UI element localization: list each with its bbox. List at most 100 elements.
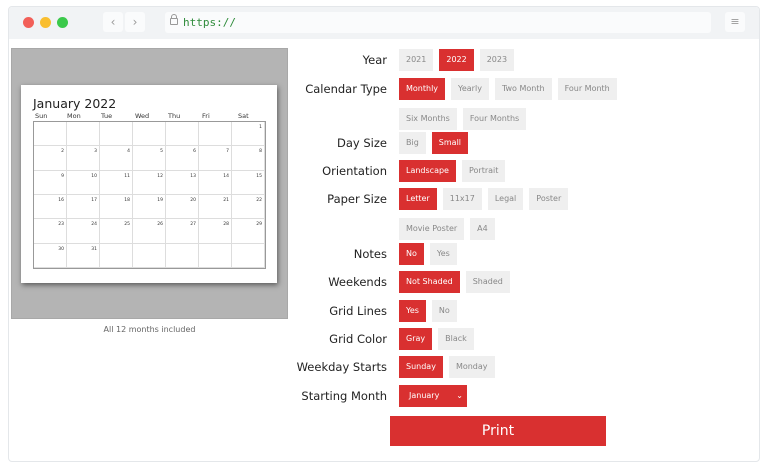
day-cell: 22 [232, 195, 265, 220]
orientation-option-portrait[interactable]: Portrait [461, 160, 506, 182]
day-cell: 10 [67, 170, 100, 195]
paper-size-option-movie-poster[interactable]: Movie Poster [399, 218, 465, 240]
calendar-type-option-four-months[interactable]: Four Months [462, 108, 527, 130]
day-cell: 18 [100, 195, 133, 220]
minimize-window-icon[interactable] [40, 17, 51, 28]
weekday-starts-options: Sunday Monday [399, 356, 639, 378]
chevron-down-icon: ⌄ [456, 391, 463, 400]
day-cell [34, 122, 67, 147]
day-cell: 13 [166, 170, 199, 195]
browser-toolbar: ‹ › https:// ≡ [9, 7, 759, 39]
weekday-header: Wed [135, 112, 150, 120]
weekday-header: Sat [238, 112, 249, 120]
day-cell: 1 [232, 122, 265, 147]
option-label: Grid Color [329, 332, 387, 346]
weekday-header: Fri [202, 112, 210, 120]
option-label: Calendar Type [305, 82, 387, 96]
day-cell [100, 243, 133, 268]
maximize-window-icon[interactable] [57, 17, 68, 28]
option-label: Starting Month [301, 389, 387, 403]
day-cell [133, 243, 166, 268]
orientation-option-landscape[interactable]: Landscape [399, 160, 456, 182]
paper-size-option-poster[interactable]: Poster [529, 188, 569, 210]
print-button[interactable]: Print [390, 416, 606, 446]
calendar-type-option-monthly[interactable]: Monthly [399, 78, 446, 100]
menu-button[interactable]: ≡ [725, 12, 745, 32]
grid-lines-option-no[interactable]: No [431, 300, 457, 322]
calendar-type-option-two-month[interactable]: Two Month [494, 78, 552, 100]
selected-month: January [409, 391, 440, 400]
year-option-2021[interactable]: 2021 [399, 49, 434, 71]
day-cell: 5 [133, 146, 166, 171]
grid-lines-option-yes[interactable]: Yes [399, 300, 426, 322]
day-cell: 2 [34, 146, 67, 171]
calendar-type-option-six-months[interactable]: Six Months [399, 108, 457, 130]
day-cell: 3 [67, 146, 100, 171]
weekends-option-shaded[interactable]: Shaded [465, 271, 510, 293]
weekday-starts-option-monday[interactable]: Monday [448, 356, 495, 378]
url-text: https:// [183, 16, 236, 29]
option-label: Weekends [328, 275, 387, 289]
day-cell: 29 [232, 219, 265, 244]
day-cell: 14 [199, 170, 232, 195]
close-window-icon[interactable] [23, 17, 34, 28]
day-cell [166, 243, 199, 268]
day-cell: 21 [199, 195, 232, 220]
day-size-option-small[interactable]: Small [431, 132, 469, 154]
weekends-options: Not Shaded Shaded [399, 271, 639, 293]
starting-month-select[interactable]: January ⌄ [399, 385, 467, 407]
day-cell [100, 122, 133, 147]
preview-caption: All 12 months included [103, 325, 196, 334]
notes-option-yes[interactable]: Yes [429, 243, 457, 265]
back-button[interactable]: ‹ [103, 12, 123, 32]
day-cell: 16 [34, 195, 67, 220]
day-cell: 17 [67, 195, 100, 220]
year-options: 2021 2022 2023 [399, 49, 639, 71]
option-label: Weekday Starts [296, 360, 387, 374]
weekday-header: Thu [168, 112, 181, 120]
year-option-2022[interactable]: 2022 [439, 49, 474, 71]
day-size-option-big[interactable]: Big [399, 132, 426, 154]
day-cell [133, 122, 166, 147]
day-cell: 12 [133, 170, 166, 195]
day-cell: 26 [133, 219, 166, 244]
forward-button[interactable]: › [125, 12, 145, 32]
day-cell: 11 [100, 170, 133, 195]
day-cell: 30 [34, 243, 67, 268]
weekday-header: Sun [35, 112, 48, 120]
calendar-type-option-four-month[interactable]: Four Month [557, 78, 617, 100]
grid-lines-options: Yes No [399, 300, 639, 322]
grid-color-options: Gray Black [399, 328, 639, 350]
option-label: Year [362, 53, 387, 67]
lock-icon [170, 14, 178, 25]
day-cell: 6 [166, 146, 199, 171]
notes-options: No Yes [399, 243, 639, 265]
year-option-2023[interactable]: 2023 [479, 49, 515, 71]
paper-size-options: Letter 11x17 Legal Poster Movie Poster A4 [399, 188, 639, 240]
paper-size-option-letter[interactable]: Letter [399, 188, 437, 210]
browser-window: ‹ › https:// ≡ January 2022 Sun Mon Tue Wed… [8, 6, 760, 462]
address-bar[interactable]: https:// [165, 12, 711, 33]
day-cell: 28 [199, 219, 232, 244]
weekday-starts-option-sunday[interactable]: Sunday [399, 356, 443, 378]
day-cell: 7 [199, 146, 232, 171]
calendar-type-option-yearly[interactable]: Yearly [451, 78, 489, 100]
day-cell: 25 [100, 219, 133, 244]
grid-color-option-black[interactable]: Black [438, 328, 474, 350]
paper-size-option-11x17[interactable]: 11x17 [442, 188, 482, 210]
paper-size-option-a4[interactable]: A4 [470, 218, 495, 240]
day-cell: 19 [133, 195, 166, 220]
grid-color-option-gray[interactable]: Gray [399, 328, 433, 350]
option-label: Paper Size [327, 192, 387, 206]
weekends-option-not-shaded[interactable]: Not Shaded [399, 271, 460, 293]
notes-option-no[interactable]: No [399, 243, 424, 265]
day-cell: 23 [34, 219, 67, 244]
day-cell: 4 [100, 146, 133, 171]
paper-size-option-legal[interactable]: Legal [487, 188, 524, 210]
day-cell [67, 122, 100, 147]
option-label: Orientation [322, 164, 387, 178]
option-label: Grid Lines [329, 304, 387, 318]
day-cell: 31 [67, 243, 100, 268]
